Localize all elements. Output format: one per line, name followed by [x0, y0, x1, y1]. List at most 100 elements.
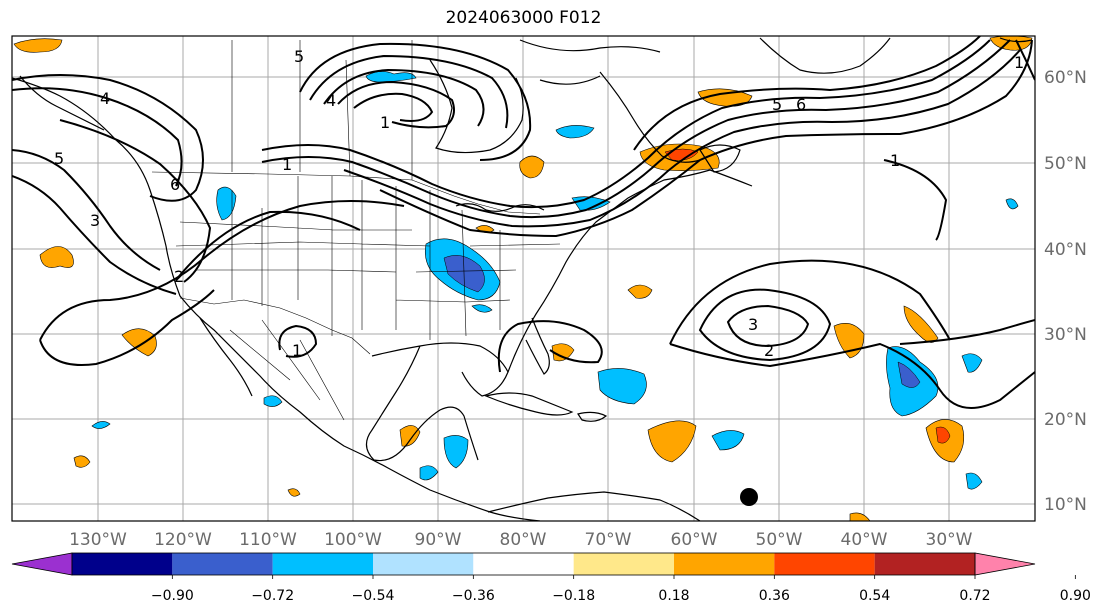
- strong-positive-anomaly-patch: [664, 148, 699, 161]
- colorbar-tick-label: 0.36: [759, 588, 790, 604]
- longitude-label: 90°W: [415, 530, 462, 550]
- positive-anomaly-patch: [647, 420, 697, 463]
- contour-label: 5: [294, 47, 304, 66]
- colorbar-tick-label: 0.90: [1060, 588, 1091, 604]
- jet-stream-band-2: [261, 39, 1011, 219]
- colorbar-segment: [272, 553, 373, 575]
- positive-anomaly-patch: [627, 284, 653, 299]
- newfoundland: [699, 144, 741, 173]
- positive-anomaly-patch: [519, 155, 545, 179]
- colorbar: [11, 552, 1076, 579]
- positive-anomaly-shading: [13, 36, 1033, 521]
- colorbar-segment: [874, 553, 975, 575]
- arctic-islands: [519, 39, 661, 85]
- negative-anomaly-patch: [91, 421, 111, 429]
- contour-label: 4: [326, 91, 336, 110]
- contour-line-2: [59, 119, 212, 283]
- longitude-label: 70°W: [585, 530, 632, 550]
- colorbar-tick-label: 0.18: [658, 588, 689, 604]
- contour-label: 4: [100, 89, 110, 108]
- south-america-north-coast: [487, 491, 701, 521]
- contour-line-1: [883, 159, 948, 241]
- negative-anomaly-patch: [263, 395, 283, 407]
- contour-line-1: [1015, 39, 1035, 81]
- longitude-label: 60°W: [671, 530, 718, 550]
- alaska-panhandle: [19, 75, 105, 131]
- us-mexico-border: [179, 297, 371, 355]
- canadian-province-borders: [231, 40, 413, 180]
- contour-line-1: [497, 320, 603, 373]
- latitude-label: 10°N: [1044, 495, 1087, 515]
- contour-line-3: [12, 175, 177, 295]
- contour-lines: [12, 36, 1035, 409]
- hudson-bay: [429, 59, 524, 154]
- contour-label: 5: [54, 149, 64, 168]
- colorbar-segment: [172, 553, 273, 575]
- contour-line-1: [278, 324, 318, 358]
- contour-label: 2: [764, 341, 774, 360]
- colorbar-segment: [473, 553, 574, 575]
- longitude-label: 130°W: [69, 530, 127, 550]
- negative-anomaly-patch: [711, 430, 745, 451]
- positive-anomaly-patch: [697, 88, 753, 107]
- latitude-label: 30°N: [1044, 325, 1087, 345]
- contour-label: 2: [174, 267, 184, 286]
- jet-contour-1: [299, 42, 532, 161]
- negative-anomaly-patch: [597, 368, 647, 405]
- contour-line-1: [39, 200, 405, 341]
- contour-label: 5: [772, 95, 782, 114]
- contour-line-1: [669, 342, 1035, 409]
- contour-label: 1: [1014, 53, 1024, 72]
- positive-anomaly-patch: [39, 246, 74, 268]
- positive-anomaly-patch: [903, 305, 939, 343]
- political-borders: [151, 40, 561, 421]
- map-frame: [11, 35, 1036, 522]
- colorbar-tick-label: −0.36: [452, 588, 495, 604]
- colorbar-max-extension: [974, 552, 1036, 576]
- latitude-label: 60°N: [1044, 68, 1087, 88]
- jet-contour-2: [309, 54, 509, 129]
- cuba: [484, 392, 574, 416]
- contour-line-5: [12, 149, 161, 271]
- negative-anomaly-patch: [365, 71, 417, 83]
- hispaniola: [577, 411, 608, 422]
- colorbar-tick-label: 0.72: [959, 588, 990, 604]
- great-lakes: [455, 203, 545, 212]
- positive-anomaly-patch: [13, 38, 63, 53]
- colorbar-tick-label: 0.54: [859, 588, 890, 604]
- contour-line-1: [669, 259, 951, 345]
- positive-anomaly-patch: [989, 36, 1033, 51]
- positive-anomaly-patch: [849, 512, 871, 521]
- canada-us-border: [151, 171, 541, 215]
- contour-label: 6: [796, 95, 806, 114]
- location-marker-dot: [740, 488, 758, 506]
- greenland-coast: [759, 37, 891, 74]
- moderate-negative-anomaly-patch: [897, 361, 921, 388]
- colorbar-tick-label: −0.90: [151, 588, 194, 604]
- state-borders: [175, 176, 561, 340]
- contour-label: 6: [170, 175, 180, 194]
- contour-label: 3: [748, 315, 758, 334]
- contour-line-1: [899, 319, 1035, 345]
- jet-stream-band-4: [379, 39, 1033, 238]
- strong-positive-anomaly-patch: [935, 426, 951, 444]
- contour-line-4: [12, 87, 183, 187]
- positive-anomaly-patch: [551, 343, 575, 362]
- negative-anomaly-patch: [965, 472, 983, 490]
- jet-contour-3: [323, 68, 485, 127]
- longitude-label: 110°W: [239, 530, 297, 550]
- colorbar-tick-label: −0.54: [352, 588, 395, 604]
- colorbar-segment: [373, 553, 474, 575]
- colorbar-min-extension: [11, 552, 73, 576]
- longitude-label: 50°W: [756, 530, 803, 550]
- colorbar-segment: [674, 553, 775, 575]
- contour-label: 3: [90, 211, 100, 230]
- longitude-label: 80°W: [500, 530, 547, 550]
- contour-label: 1: [282, 155, 292, 174]
- low-contour-2: [698, 288, 832, 362]
- contour-labels: 4 5 3 2 1 6 1 1 5 4 5 6 1 3 2 1: [54, 47, 1024, 360]
- negative-anomaly-patch: [419, 465, 439, 481]
- colorbar-segment: [72, 553, 173, 575]
- negative-anomaly-patch: [1005, 198, 1019, 210]
